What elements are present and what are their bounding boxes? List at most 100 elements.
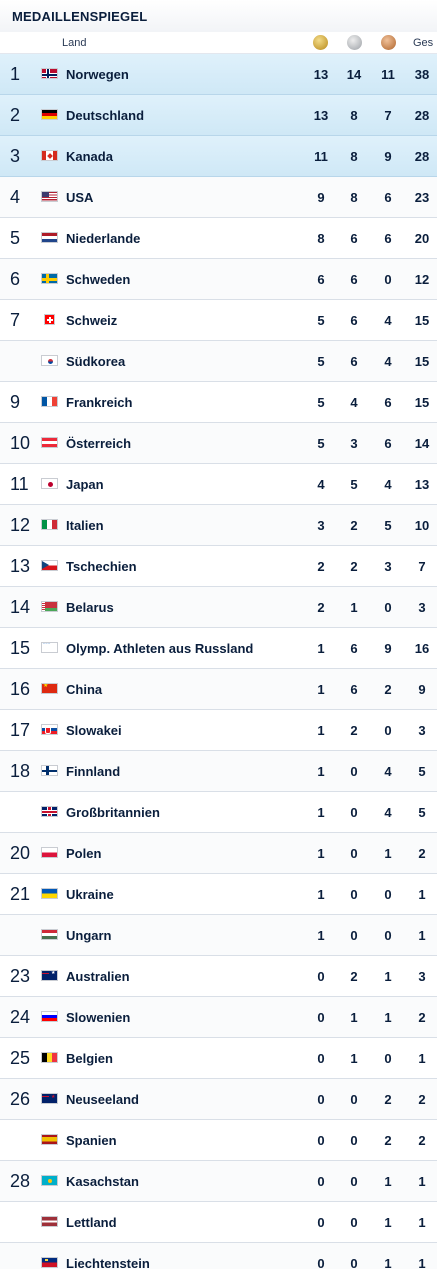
country-name: Slowenien bbox=[66, 1009, 131, 1025]
silver-count: 0 bbox=[350, 1173, 358, 1189]
bronze-count: 1 bbox=[384, 1173, 392, 1189]
total-count: 1 bbox=[418, 886, 426, 902]
silver-count: 8 bbox=[350, 107, 358, 123]
country-name: Niederlande bbox=[66, 230, 141, 246]
total-count: 23 bbox=[414, 189, 430, 205]
gold-count: 1 bbox=[317, 886, 325, 902]
gold-count: 2 bbox=[317, 599, 325, 615]
table-row[interactable]: Spanien 0 0 2 2 bbox=[0, 1120, 437, 1161]
rank-cell: 1 bbox=[10, 63, 21, 84]
country-name: Österreich bbox=[66, 435, 132, 451]
flag-norway-icon bbox=[41, 68, 58, 79]
gold-count: 13 bbox=[313, 107, 329, 123]
gold-count: 13 bbox=[313, 66, 329, 82]
total-count: 2 bbox=[418, 1009, 426, 1025]
total-count: 3 bbox=[418, 722, 426, 738]
country-name: Frankreich bbox=[66, 394, 133, 410]
gold-count: 1 bbox=[317, 927, 325, 943]
country-name: Finnland bbox=[66, 763, 121, 779]
gold-count: 1 bbox=[317, 681, 325, 697]
country-name: Schweden bbox=[66, 271, 131, 287]
silver-count: 0 bbox=[350, 845, 358, 861]
total-count: 13 bbox=[414, 476, 430, 492]
rank-cell: 7 bbox=[10, 309, 21, 330]
table-row[interactable]: 24 Slowenien 0 1 1 2 bbox=[0, 997, 437, 1038]
gold-count: 9 bbox=[317, 189, 325, 205]
bronze-count: 1 bbox=[384, 1009, 392, 1025]
silver-count: 2 bbox=[350, 968, 358, 984]
total-count: 5 bbox=[418, 763, 426, 779]
flag-canada-icon bbox=[41, 150, 58, 161]
rank-cell: 12 bbox=[10, 514, 31, 535]
table-row[interactable]: 28 Kasachstan 0 0 1 1 bbox=[0, 1161, 437, 1202]
table-row[interactable]: Ungarn 1 0 0 1 bbox=[0, 915, 437, 956]
table-row[interactable]: 4 USA 9 8 6 23 bbox=[0, 177, 437, 218]
total-count: 15 bbox=[414, 312, 430, 328]
rank-cell: 15 bbox=[10, 637, 31, 658]
total-count: 16 bbox=[414, 640, 430, 656]
country-name: Australien bbox=[66, 968, 130, 984]
total-count: 3 bbox=[418, 599, 426, 615]
table-row[interactable]: 6 Schweden 6 6 0 12 bbox=[0, 259, 437, 300]
country-name: Liechtenstein bbox=[66, 1255, 150, 1269]
total-count: 2 bbox=[418, 1091, 426, 1107]
table-row[interactable]: 17 Slowakei 1 2 0 3 bbox=[0, 710, 437, 751]
total-count: 1 bbox=[418, 1050, 426, 1066]
total-count: 9 bbox=[418, 681, 426, 697]
gold-count: 1 bbox=[317, 640, 325, 656]
table-row[interactable]: 3 Kanada 11 8 9 28 bbox=[0, 136, 437, 177]
silver-count: 6 bbox=[350, 271, 358, 287]
silver-count: 0 bbox=[350, 927, 358, 943]
table-row[interactable]: 18 Finnland 1 0 4 5 bbox=[0, 751, 437, 792]
table-row[interactable]: 25 Belgien 0 1 0 1 bbox=[0, 1038, 437, 1079]
flag-slovenia-icon bbox=[41, 1011, 58, 1022]
table-row[interactable]: 14 Belarus 2 1 0 3 bbox=[0, 587, 437, 628]
bronze-count: 2 bbox=[384, 1132, 392, 1148]
table-row[interactable]: 26 Neuseeland 0 0 2 2 bbox=[0, 1079, 437, 1120]
bronze-count: 2 bbox=[384, 681, 392, 697]
total-count: 1 bbox=[418, 927, 426, 943]
table-row[interactable]: 20 Polen 1 0 1 2 bbox=[0, 833, 437, 874]
flag-ukraine-icon bbox=[41, 888, 58, 899]
flag-switzerland-icon bbox=[44, 314, 55, 325]
flag-china-icon bbox=[41, 683, 58, 694]
table-row[interactable]: 12 Italien 3 2 5 10 bbox=[0, 505, 437, 546]
olympic-rings-icon bbox=[41, 642, 58, 653]
table-row[interactable]: 2 Deutschland 13 8 7 28 bbox=[0, 95, 437, 136]
silver-count: 0 bbox=[350, 886, 358, 902]
country-name: Kasachstan bbox=[66, 1173, 139, 1189]
table-row[interactable]: Liechtenstein 0 0 1 1 bbox=[0, 1243, 437, 1269]
table-row[interactable]: 5 Niederlande 8 6 6 20 bbox=[0, 218, 437, 259]
bronze-count: 1 bbox=[384, 968, 392, 984]
table-row[interactable]: 16China1629 bbox=[0, 669, 437, 710]
gold-count: 5 bbox=[317, 394, 325, 410]
widget-title: MEDAILLENSPIEGEL bbox=[12, 8, 148, 24]
table-row[interactable]: Südkorea 5 6 4 15 bbox=[0, 341, 437, 382]
table-row[interactable]: 21 Ukraine 1 0 0 1 bbox=[0, 874, 437, 915]
gold-count: 0 bbox=[317, 1050, 325, 1066]
rank-cell: 5 bbox=[10, 227, 21, 248]
rank-cell: 28 bbox=[10, 1170, 31, 1191]
bronze-count: 0 bbox=[384, 722, 392, 738]
gold-count: 6 bbox=[317, 271, 325, 287]
table-row[interactable]: 1 Norwegen 13 14 11 38 bbox=[0, 54, 437, 95]
rank-cell: 23 bbox=[10, 965, 31, 986]
silver-count: 2 bbox=[350, 558, 358, 574]
table-row[interactable]: 23 Australien 0 2 1 3 bbox=[0, 956, 437, 997]
table-row[interactable]: 10 Österreich 5 3 6 14 bbox=[0, 423, 437, 464]
table-row[interactable]: 13 Tschechien 2 2 3 7 bbox=[0, 546, 437, 587]
bronze-count: 1 bbox=[384, 1255, 392, 1269]
table-row[interactable]: Lettland 0 0 1 1 bbox=[0, 1202, 437, 1243]
flag-slovakia-icon bbox=[41, 724, 58, 735]
bronze-count: 6 bbox=[384, 394, 392, 410]
gold-count: 11 bbox=[314, 148, 328, 164]
total-count: 12 bbox=[414, 271, 430, 287]
table-row[interactable]: 9 Frankreich 5 4 6 15 bbox=[0, 382, 437, 423]
rank-cell: 24 bbox=[10, 1006, 31, 1027]
table-row[interactable]: 7 Schweiz 5 6 4 15 bbox=[0, 300, 437, 341]
total-count: 1 bbox=[418, 1173, 426, 1189]
table-row[interactable]: 11 Japan 4 5 4 13 bbox=[0, 464, 437, 505]
table-row[interactable]: Großbritannien 1 0 4 5 bbox=[0, 792, 437, 833]
rank-cell: 21 bbox=[10, 883, 31, 904]
